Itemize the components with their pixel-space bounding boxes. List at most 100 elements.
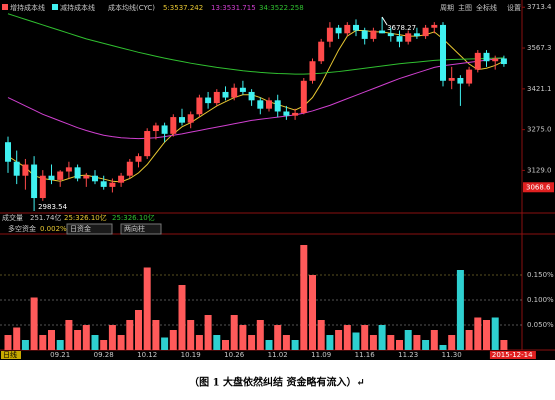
dropdown[interactable] — [120, 223, 162, 235]
bar — [474, 317, 482, 350]
bar — [100, 340, 108, 350]
bar — [161, 337, 169, 350]
bar — [195, 335, 203, 350]
bar — [56, 340, 64, 350]
candle-body — [65, 167, 72, 172]
dropdown[interactable] — [66, 223, 113, 235]
bar — [13, 327, 21, 350]
candle-body — [448, 77, 455, 81]
candle-body — [413, 33, 420, 37]
bar — [343, 325, 351, 350]
bar — [143, 267, 151, 350]
bar — [361, 325, 369, 350]
bar — [152, 320, 160, 350]
toolbar-button[interactable]: 主图 — [458, 3, 472, 12]
indicator[interactable]: 成本均线(CYC) — [108, 3, 155, 12]
bar — [326, 335, 334, 350]
bar — [65, 320, 73, 350]
legend-entry: 34:3522.258 — [259, 4, 304, 12]
y-tick-label: 3713.4 — [527, 3, 552, 11]
bar — [204, 315, 212, 350]
bar — [108, 325, 116, 350]
candle-body — [387, 33, 394, 37]
bar — [178, 285, 186, 350]
x-tick-label: 11.09 — [311, 351, 331, 359]
ma-line — [7, 57, 504, 140]
period-box[interactable] — [1, 351, 21, 359]
bar — [448, 335, 456, 350]
bar — [39, 335, 47, 350]
x-tick-label: 11.30 — [442, 351, 462, 359]
candle-body — [48, 175, 55, 180]
x-tick-label: 11.02 — [268, 351, 288, 359]
candle-body — [335, 27, 342, 34]
bar — [396, 340, 403, 350]
bar — [439, 345, 447, 350]
toolbar-button[interactable]: 全标线 — [476, 3, 497, 12]
dropdown-label[interactable]: 两向柱 — [124, 224, 145, 233]
candle-body — [5, 142, 11, 162]
x-tick-label: 10.19 — [181, 351, 201, 359]
indicator[interactable]: 增持成本线 — [10, 3, 45, 12]
bar — [300, 245, 308, 350]
bar — [387, 335, 395, 350]
y-tick-label: 0.100% — [527, 296, 554, 304]
bar — [335, 330, 343, 350]
bar — [291, 340, 299, 350]
candle-body — [431, 24, 438, 28]
dropdown-label[interactable]: 日资金 — [70, 224, 91, 233]
panel-value: 0.002% — [40, 225, 67, 233]
high-label: 3678.27 — [387, 24, 416, 32]
candle-body — [126, 161, 133, 176]
bar — [48, 330, 55, 350]
bar — [413, 335, 421, 350]
period-label[interactable]: 日线 — [3, 350, 17, 359]
indicator[interactable]: 减持成本线 — [60, 3, 95, 12]
bar — [274, 325, 282, 350]
bar — [187, 320, 195, 350]
price-marker — [523, 182, 554, 193]
candle-body — [474, 52, 481, 70]
bar — [317, 320, 325, 350]
bar — [126, 320, 134, 350]
candle-body — [353, 24, 359, 31]
candle-body — [205, 97, 212, 104]
bar — [169, 330, 177, 350]
bar — [30, 297, 38, 350]
bar — [456, 270, 464, 350]
candle-body — [466, 69, 473, 84]
x-tick-label: 09.28 — [94, 351, 114, 359]
candle-body — [213, 91, 220, 104]
candle-body — [344, 24, 351, 34]
candle-body — [292, 112, 299, 116]
candle-body — [248, 91, 255, 101]
bar — [213, 335, 221, 350]
y-tick-label: 3421.1 — [527, 85, 552, 93]
toolbar-button[interactable]: 设置 — [507, 3, 521, 12]
candle-body — [39, 175, 46, 199]
candle-body — [274, 100, 281, 112]
candle-body — [74, 167, 81, 179]
low-label: 2983.54 — [38, 203, 67, 211]
candle-body — [222, 91, 229, 98]
x-tick-label: 09.21 — [50, 351, 70, 359]
candle-body — [231, 87, 238, 98]
date-box — [489, 351, 536, 359]
legend-entry: 13:3531.715 — [211, 4, 256, 12]
bar — [491, 317, 499, 350]
price-marker-label: 3068.6 — [526, 183, 551, 191]
bar — [265, 340, 273, 350]
candle-body — [300, 80, 307, 113]
candle-body — [92, 175, 98, 182]
bar — [430, 330, 438, 350]
y-tick-label: 0.150% — [527, 271, 554, 279]
toolbar-button[interactable]: 周期 — [440, 4, 454, 12]
bar — [230, 315, 238, 350]
candle-body — [483, 52, 490, 62]
legend-entry: 5:3537.242 — [163, 4, 203, 12]
candle-body — [422, 27, 429, 37]
x-tick-label: 11.23 — [398, 351, 418, 359]
candle-body — [440, 24, 446, 81]
candle-body — [326, 27, 333, 42]
candle-body — [283, 111, 290, 116]
